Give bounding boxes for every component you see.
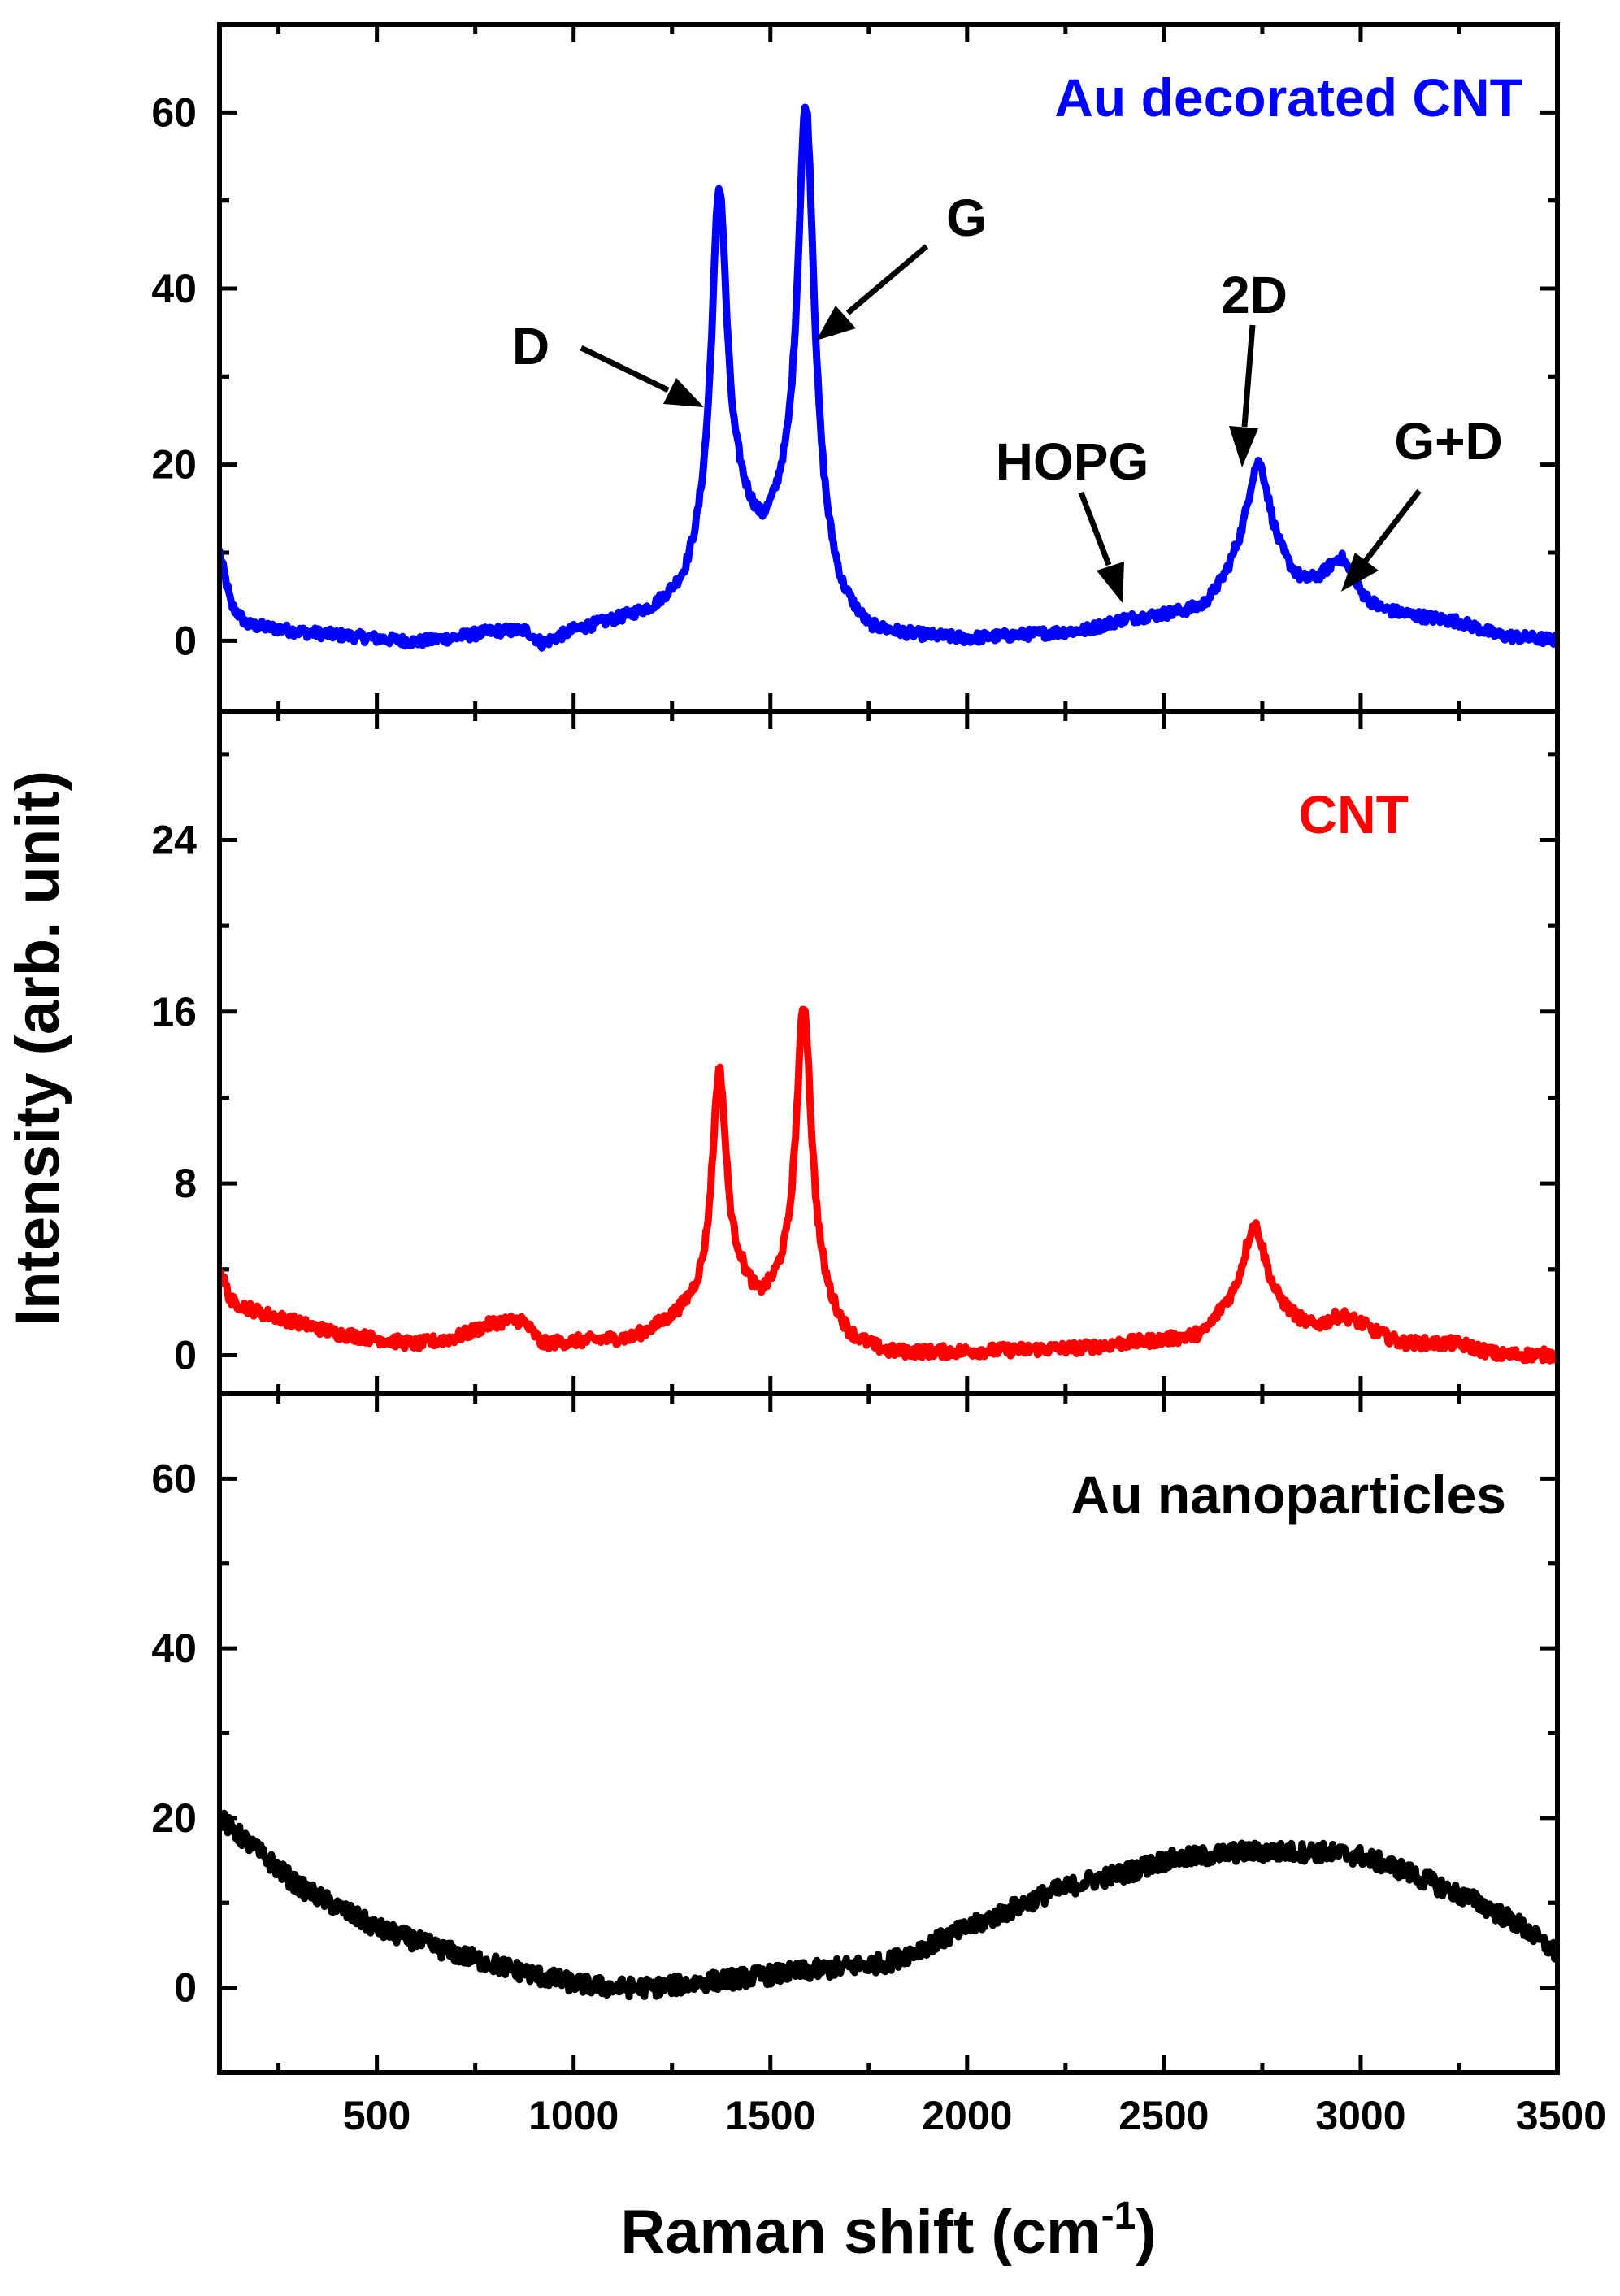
- plot-frame-bottom: [217, 1391, 1560, 2075]
- arrow-g-plus-d: [1363, 488, 1422, 563]
- x-axis: 500 1000 1500 2000 2500 3000 3500: [343, 2093, 1606, 2138]
- x-tick-label: 3000: [1315, 2093, 1405, 2138]
- arrow-2d-head: [1229, 426, 1258, 467]
- arrow-d-head: [663, 378, 704, 407]
- y-tick-label: 0: [174, 1965, 197, 2011]
- arrow-2d: [1241, 324, 1256, 428]
- peak-label-d: D: [512, 317, 549, 375]
- y-tick-label: 40: [151, 266, 197, 311]
- arrow-g: [845, 244, 929, 315]
- x-axis-title: Raman shift (cm-1): [620, 2194, 1156, 2267]
- arrow-hopg-head: [1097, 562, 1124, 603]
- panel-au-nanoparticles: 0 20 40 60 Au nanoparticles: [151, 1394, 1560, 2072]
- panel-label-cnt: CNT: [1298, 784, 1409, 844]
- panel-au-decorated-cnt: 0 20 40 60 Au decorated CNT D G HOPG 2D G+D: [151, 24, 1560, 711]
- peak-label-2d: 2D: [1221, 266, 1288, 324]
- x-tick-label: 2500: [1118, 2093, 1209, 2138]
- panel-label-au-nanoparticles: Au nanoparticles: [1071, 1465, 1506, 1525]
- y-tick-label: 60: [151, 89, 197, 135]
- x-tick-label: 500: [343, 2093, 410, 2138]
- arrow-g-head: [816, 306, 856, 341]
- panel-label-au-decorated-cnt: Au decorated CNT: [1054, 67, 1522, 128]
- y-tick-label: 8: [174, 1161, 197, 1206]
- panel-cnt: 0 8 16 24 CNT: [151, 711, 1560, 1394]
- spectrum-line-cnt: [219, 1005, 1557, 1365]
- y-tick-label: 20: [151, 1795, 197, 1841]
- arrow-g-plus-d-head: [1341, 553, 1379, 592]
- arrow-d: [580, 345, 670, 393]
- spectrum-line-au-decorated-cnt: [219, 103, 1557, 652]
- y-tick-label: 60: [151, 1456, 197, 1501]
- peak-label-g-plus-d: G+D: [1394, 412, 1502, 471]
- panel-ticks: 0 20 40 60: [151, 24, 1560, 711]
- x-tick-label: 2000: [922, 2093, 1012, 2138]
- y-tick-label: 0: [174, 1332, 197, 1378]
- y-tick-label: 40: [151, 1625, 197, 1671]
- y-tick-label: 24: [151, 817, 197, 862]
- x-tick-label: 1500: [725, 2093, 815, 2138]
- peak-label-g: G: [946, 189, 987, 247]
- x-tick-label: 3500: [1516, 2093, 1606, 2138]
- y-tick-label: 16: [151, 989, 197, 1035]
- annotations: D G HOPG 2D G+D: [512, 189, 1503, 603]
- y-tick-label: 20: [151, 442, 197, 488]
- x-tick-label: 1000: [528, 2093, 619, 2138]
- y-axis-title: Intensity (arb. unit): [3, 770, 72, 1326]
- arrow-hopg: [1078, 491, 1112, 566]
- y-tick-label: 0: [174, 618, 197, 663]
- peak-label-hopg: HOPG: [996, 432, 1149, 491]
- spectrum-line-au-nanoparticles: [219, 1808, 1557, 2001]
